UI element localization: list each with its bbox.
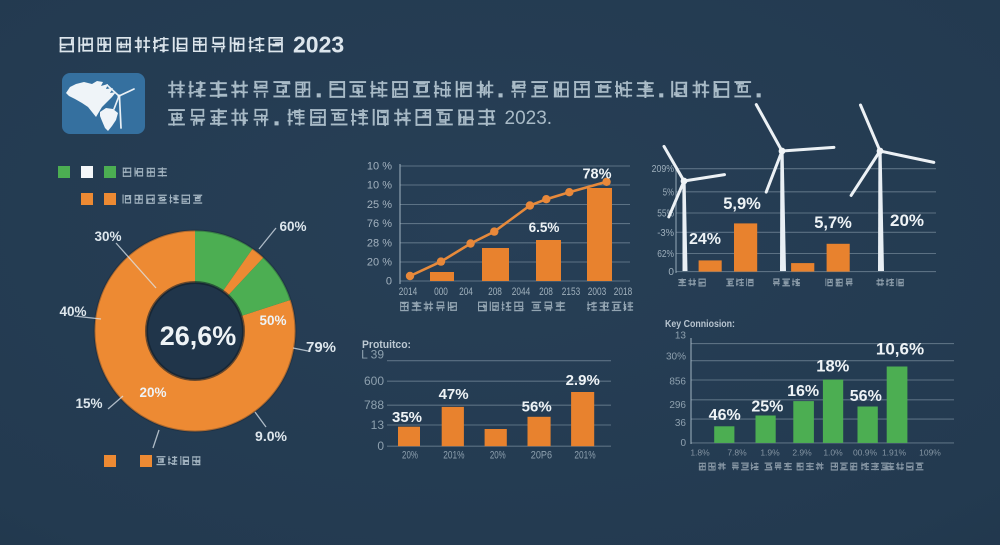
svg-text:28 %: 28 % <box>367 237 392 249</box>
svg-text:6.5%: 6.5% <box>529 220 560 235</box>
svg-text:0: 0 <box>377 439 384 453</box>
svg-text:2023: 2023 <box>293 32 344 58</box>
svg-text:Key Conniosion:: Key Conniosion: <box>665 319 735 330</box>
svg-text:1.9%: 1.9% <box>760 448 780 458</box>
svg-text:13: 13 <box>675 331 687 342</box>
svg-text:56%: 56% <box>850 388 882 405</box>
svg-text:2018: 2018 <box>614 286 632 298</box>
svg-text:20%: 20% <box>890 211 924 230</box>
svg-text:204: 204 <box>459 286 473 298</box>
svg-text:9.0%: 9.0% <box>255 428 287 444</box>
svg-text:0: 0 <box>680 438 686 449</box>
svg-text:2.9%: 2.9% <box>566 372 600 389</box>
svg-text:78%: 78% <box>582 167 611 183</box>
svg-text:201%: 201% <box>443 450 464 462</box>
svg-text:20P6: 20P6 <box>531 450 552 462</box>
svg-text:20 %: 20 % <box>367 257 392 269</box>
svg-text:46%: 46% <box>709 407 741 424</box>
svg-text:10 %: 10 % <box>367 180 392 192</box>
svg-text:201%: 201% <box>574 450 595 462</box>
svg-text:62%: 62% <box>657 248 674 260</box>
svg-text:209%: 209% <box>652 163 674 175</box>
svg-text:10,6%: 10,6% <box>876 340 924 359</box>
svg-text:2153: 2153 <box>562 286 580 298</box>
svg-text:856: 856 <box>669 376 686 387</box>
svg-text:00.9%: 00.9% <box>853 448 878 458</box>
svg-text:50%: 50% <box>259 313 286 328</box>
svg-text:76 %: 76 % <box>367 218 392 230</box>
svg-text:5,7%: 5,7% <box>814 214 852 232</box>
svg-text:40%: 40% <box>59 304 86 319</box>
svg-text:56%: 56% <box>522 399 552 416</box>
svg-text:25 %: 25 % <box>367 199 392 211</box>
svg-text:60%: 60% <box>279 219 306 234</box>
svg-text:0: 0 <box>668 266 674 278</box>
svg-text:20%: 20% <box>402 450 418 462</box>
svg-text:208: 208 <box>539 286 553 298</box>
svg-text:30%: 30% <box>666 352 686 363</box>
svg-text:47%: 47% <box>439 386 469 403</box>
svg-text:15%: 15% <box>75 396 102 411</box>
svg-text:1.0%: 1.0% <box>823 448 843 458</box>
svg-text:16%: 16% <box>787 383 819 400</box>
svg-text:296: 296 <box>669 400 686 411</box>
svg-text:2023.: 2023. <box>505 108 553 129</box>
svg-text:600: 600 <box>364 374 384 388</box>
svg-text:20%: 20% <box>139 385 166 400</box>
svg-text:5%: 5% <box>663 186 674 198</box>
svg-text:2044: 2044 <box>512 286 530 298</box>
svg-text:-3%: -3% <box>657 227 674 239</box>
svg-text:7.8%: 7.8% <box>727 448 747 458</box>
svg-text:30%: 30% <box>94 229 121 244</box>
svg-text:25%: 25% <box>751 399 783 416</box>
svg-text:36: 36 <box>675 418 687 429</box>
svg-text:0: 0 <box>386 276 392 288</box>
svg-text:2003: 2003 <box>588 286 606 298</box>
svg-text:79%: 79% <box>306 339 336 356</box>
svg-text:1.8%: 1.8% <box>690 448 710 458</box>
svg-text:L 39: L 39 <box>361 348 384 362</box>
svg-text:1.91%: 1.91% <box>882 448 907 458</box>
svg-text:2.9%: 2.9% <box>792 448 812 458</box>
svg-text:5,9%: 5,9% <box>723 195 761 213</box>
svg-text:109%: 109% <box>919 448 941 458</box>
svg-text:13: 13 <box>371 418 385 432</box>
svg-text:24%: 24% <box>689 231 721 248</box>
svg-text:Protuitco:: Protuitco: <box>362 339 411 351</box>
svg-text:26,6%: 26,6% <box>160 321 237 351</box>
svg-text:18%: 18% <box>816 358 849 376</box>
svg-text:788: 788 <box>364 398 384 412</box>
svg-text:208: 208 <box>488 286 502 298</box>
svg-text:35%: 35% <box>392 409 422 426</box>
svg-text:20%: 20% <box>490 450 506 462</box>
svg-text:2014: 2014 <box>399 286 417 298</box>
svg-text:000: 000 <box>434 286 448 298</box>
svg-text:10 %: 10 % <box>367 161 392 173</box>
